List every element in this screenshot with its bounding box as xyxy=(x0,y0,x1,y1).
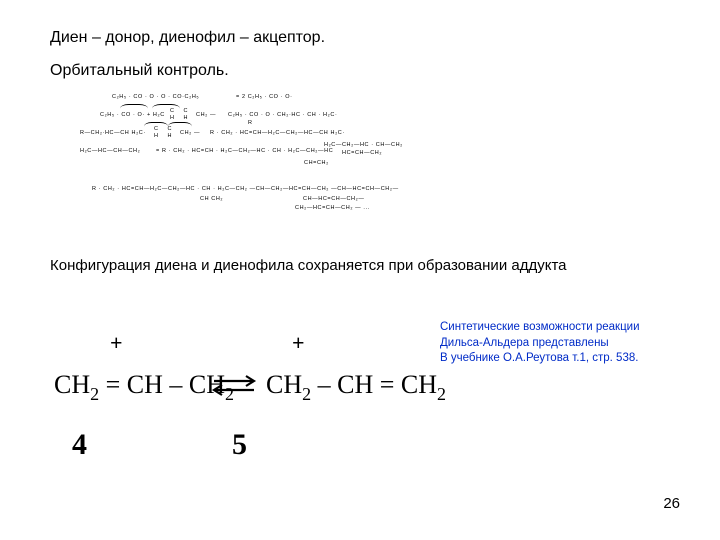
scheme-r6d: CH₂—HC=CH—CH₂ — ... xyxy=(295,205,370,211)
scheme-r3m2: H H xyxy=(154,133,175,139)
scheme-r6b: CH CH₂ xyxy=(200,196,223,202)
f2-b: – CH = CH xyxy=(318,370,437,399)
scheme-r3a: R—CH₂·HC—CH H₂C· xyxy=(80,130,146,136)
reaction-scheme-block: C₂H₅ · CO · O · O · CO·C₂H₅ = 2 C₂H₅ · C… xyxy=(50,94,430,249)
f1-sub1: 2 xyxy=(90,384,99,404)
scheme-r6c: CH—HC=CH—CH₂— xyxy=(303,196,364,202)
scheme-r2c: CH₂ — xyxy=(196,112,216,118)
configuration-line: Конфигурация диена и диенофила сохраняет… xyxy=(50,257,670,274)
f2-a: CH xyxy=(266,370,302,399)
formula-right: CH2 – CH = CH2 xyxy=(266,370,446,405)
scheme-r4c: H₂C—CH₂—HC · CH—CH₂ xyxy=(324,142,403,148)
scheme-r4b: = R · CH₂ · HC=CH · H₂C—CH₂—HC · CH · H₂… xyxy=(156,148,333,154)
ref-l1: Синтетические возможности реакции xyxy=(440,320,680,336)
scheme-r1a: C₂H₅ · CO · O · O · CO·C₂H₅ xyxy=(112,94,199,100)
page-number: 26 xyxy=(663,495,680,512)
reference-note: Синтетические возможности реакции Дильса… xyxy=(440,320,680,367)
scheme-r2m1: C C xyxy=(170,108,191,114)
double-arrow-icon xyxy=(210,372,258,398)
scheme-r2b: C₂H₅ · CO · O · CH₂·HC · CH · H₂C· xyxy=(228,112,337,118)
scheme-r3c: CH₂ — xyxy=(180,130,200,136)
heading-line-1: Диен – донор, диенофил – акцептор. xyxy=(50,28,670,47)
ref-l3: В учебнике О.А.Реутова т.1, стр. 538. xyxy=(440,351,680,367)
f1-b: = CH – CH xyxy=(106,370,225,399)
slide-root: Диен – донор, диенофил – акцептор. Орбит… xyxy=(0,0,720,540)
structure-num-5: 5 xyxy=(232,428,247,462)
resonance-structures: + + CH2 = CH – CH2 CH2 – CH = CH2 4 5 xyxy=(54,330,414,470)
scheme-r2m2: H H xyxy=(170,115,191,121)
f1-a: CH xyxy=(54,370,90,399)
scheme-r3m1: C C xyxy=(154,126,175,132)
scheme-r4d: HC=CH—CH₂ xyxy=(342,150,382,156)
formula-left: CH2 = CH – CH2 xyxy=(54,370,234,405)
charge-plus-1: + xyxy=(110,330,123,356)
f2-sub1: 2 xyxy=(302,384,311,404)
heading-line-2: Орбитальный контроль. xyxy=(50,61,670,80)
f2-sub2: 2 xyxy=(437,384,446,404)
scheme-r2a: C₂H₅ · CO · O· + H₂C xyxy=(100,112,165,118)
scheme-r4a: H₂C—HC—CH—CH₂ xyxy=(80,148,140,154)
structure-num-4: 4 xyxy=(72,428,87,462)
scheme-r6a: R · CH₂ · HC=CH—H₂C—CH₂—HC · CH · H₂C—CH… xyxy=(92,186,399,192)
scheme-r1b: = 2 C₂H₅ · CO · O· xyxy=(236,94,293,100)
ref-l2: Дильса-Альдера представлены xyxy=(440,336,680,352)
scheme-r2r: R xyxy=(248,120,253,126)
scheme-r5a: CH=CH₂ xyxy=(304,160,329,166)
charge-plus-2: + xyxy=(292,330,305,356)
scheme-r3b: R · CH₂ · HC=CH—H₂C—CH₂—HC—CH H₂C· xyxy=(210,130,345,136)
